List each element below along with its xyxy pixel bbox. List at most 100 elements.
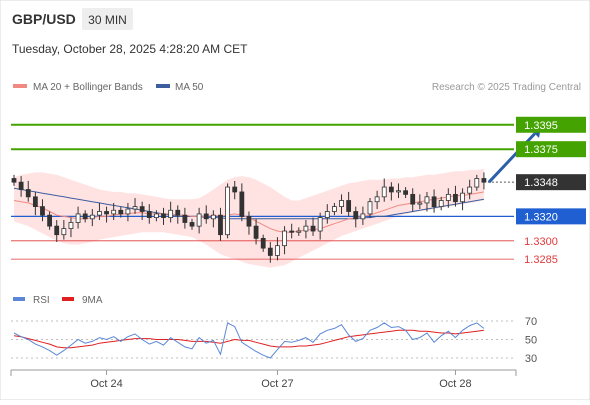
candle: [246, 211, 252, 235]
candle-body-down: [11, 178, 17, 183]
candle: [225, 183, 231, 239]
candle: [118, 206, 124, 218]
candle-body-up: [374, 196, 380, 203]
candle: [410, 188, 416, 212]
candle: [431, 189, 437, 213]
candle-body-down: [47, 214, 52, 227]
candle-body-down: [260, 237, 266, 249]
resistance-label-1: 1.3375: [524, 144, 558, 156]
candle-body-down: [431, 196, 437, 207]
candle-body-up: [275, 245, 280, 256]
candle: [481, 172, 487, 190]
candle: [146, 204, 152, 224]
candle: [374, 190, 380, 210]
support-label-5: 1.3285: [524, 254, 558, 266]
candle: [54, 220, 60, 243]
candle-body-down: [146, 211, 152, 218]
last-price-label: 1.3348: [524, 177, 558, 189]
candle: [310, 217, 316, 236]
candle: [104, 206, 109, 223]
candle-body-down: [40, 206, 45, 216]
candle-body-up: [68, 222, 74, 229]
candle-body-up: [225, 186, 231, 236]
candle: [367, 198, 373, 218]
level-lines-layer: [11, 123, 514, 260]
candle-body-up: [360, 213, 366, 220]
candle-body-down: [232, 186, 238, 193]
candle: [175, 205, 181, 224]
legend-ma50-swatch: [156, 84, 170, 88]
legend-9ma-swatch: [62, 297, 74, 301]
resistance-label-box-1: [516, 141, 586, 158]
candle-body-down: [104, 211, 109, 215]
candle-body-down: [54, 225, 60, 236]
pivot-label-box: [516, 208, 586, 225]
candle: [139, 201, 145, 221]
candle: [196, 207, 202, 234]
resistance-label-box-0: [516, 116, 586, 133]
candle: [153, 210, 159, 222]
candle: [388, 182, 394, 201]
candle: [239, 183, 245, 222]
interval-badge[interactable]: [82, 8, 133, 30]
legend-rsi-swatch: [13, 297, 25, 301]
candle-body-up: [125, 208, 131, 215]
candle-body-up: [168, 209, 174, 218]
candle-body-up: [89, 214, 95, 220]
candle: [353, 206, 359, 228]
candle: [417, 194, 423, 210]
candle: [474, 174, 480, 191]
candle-body-up: [97, 211, 102, 216]
candle: [396, 183, 401, 199]
candle-body-down: [239, 191, 245, 217]
candle-body-up: [460, 192, 465, 203]
candle-body-down: [18, 181, 24, 190]
candle-body-up: [331, 206, 337, 212]
candle-body-up: [339, 200, 344, 208]
candle: [189, 218, 195, 230]
candle-body-down: [32, 196, 38, 207]
candle-body-down: [346, 200, 352, 212]
candle-body-down: [453, 193, 458, 203]
level-labels-layer: 1.3395 1.3375 1.3348 1.3320 1.3300 1.3285: [516, 116, 586, 266]
x-tick-label-2: Oct 28: [439, 378, 471, 390]
candle: [68, 217, 74, 238]
candle: [438, 196, 444, 211]
rsi-line: [13, 322, 485, 359]
candle: [324, 204, 330, 224]
candle: [381, 178, 387, 202]
candle: [18, 176, 24, 197]
x-axis-ticks-layer: Oct 24 Oct 27 Oct 28: [90, 370, 472, 390]
candle-body-up: [474, 178, 480, 188]
x-tick-label-1: Oct 27: [261, 378, 293, 390]
rsi-tick-label-50: 50: [525, 335, 537, 347]
candles-layer: [11, 172, 487, 263]
candle-body-up: [317, 217, 323, 232]
legend-rsi-label: RSI: [33, 295, 50, 306]
candle-body-down: [353, 211, 359, 220]
candle-body-up: [61, 228, 67, 236]
candle: [424, 191, 430, 212]
rsi-layer: 70 50 30: [11, 316, 537, 365]
candle-body-up: [381, 186, 387, 198]
candle-body-up: [417, 202, 423, 205]
candle: [125, 202, 131, 222]
candle-body-up: [296, 230, 302, 233]
pivot-label: 1.3320: [524, 211, 558, 223]
candle-body-up: [132, 206, 138, 210]
candle-body-up: [396, 190, 401, 193]
candle: [168, 201, 174, 223]
credit-label: Research © 2025 Trading Central: [432, 82, 581, 93]
candle: [11, 174, 17, 186]
candle-body-up: [303, 225, 309, 232]
candle: [89, 209, 95, 227]
candle: [97, 202, 102, 221]
candle-body-down: [203, 213, 209, 220]
candle: [61, 220, 67, 240]
candle: [267, 242, 273, 263]
candle-body-down: [246, 215, 252, 227]
last-price-label-box: [516, 174, 586, 191]
candle-body-up: [111, 209, 117, 215]
candle: [25, 180, 31, 202]
candle-body-up: [367, 201, 373, 215]
